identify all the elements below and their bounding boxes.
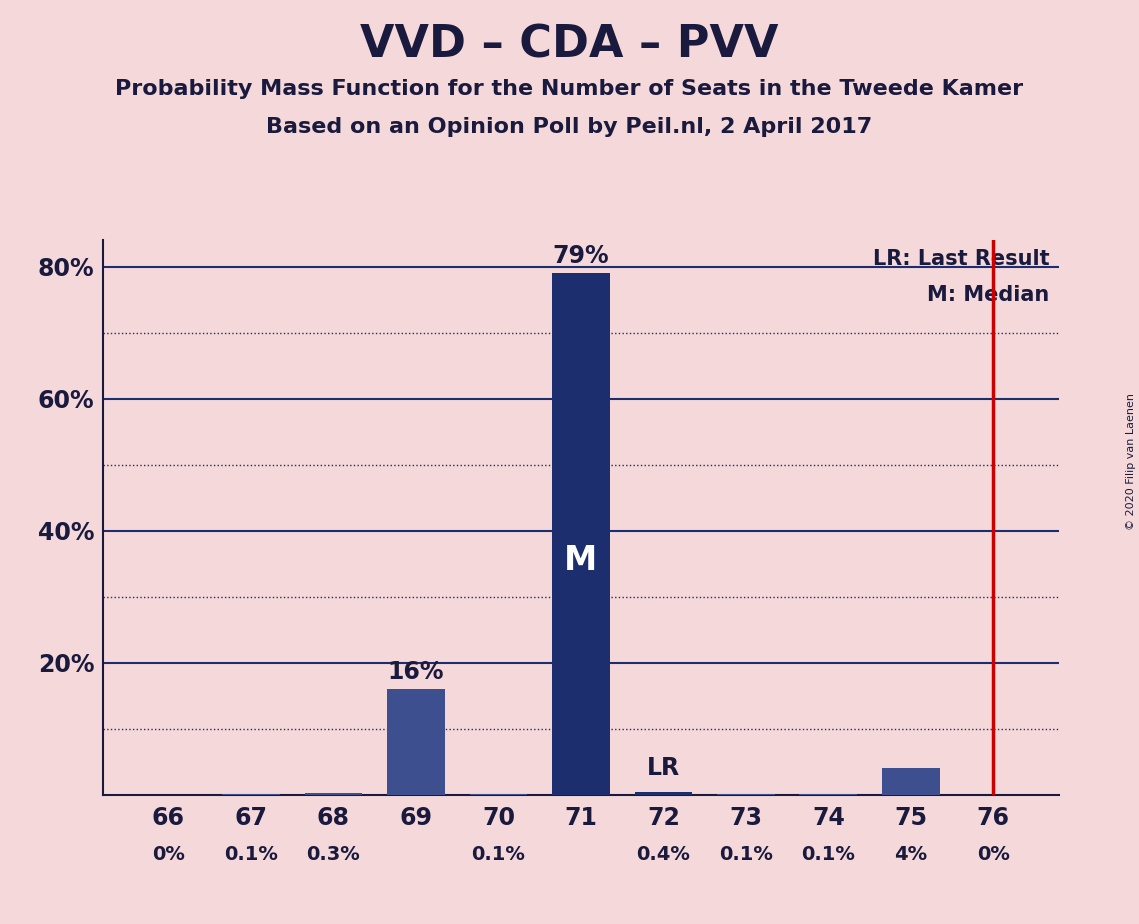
- Text: LR: LR: [647, 756, 680, 780]
- Text: M: Median: M: Median: [927, 285, 1050, 305]
- Text: 0.1%: 0.1%: [802, 845, 855, 865]
- Bar: [882, 768, 940, 795]
- Text: 0.4%: 0.4%: [637, 845, 690, 865]
- Text: M: M: [564, 543, 598, 577]
- Bar: [304, 793, 362, 795]
- Text: Probability Mass Function for the Number of Seats in the Tweede Kamer: Probability Mass Function for the Number…: [115, 79, 1024, 99]
- Text: 0%: 0%: [151, 845, 185, 865]
- Text: 0.1%: 0.1%: [472, 845, 525, 865]
- Text: 0.1%: 0.1%: [719, 845, 772, 865]
- Text: 0.3%: 0.3%: [306, 845, 360, 865]
- Bar: [552, 274, 609, 795]
- Bar: [634, 792, 693, 795]
- Text: 0.1%: 0.1%: [224, 845, 278, 865]
- Bar: [387, 689, 445, 795]
- Text: LR: Last Result: LR: Last Result: [874, 249, 1050, 269]
- Text: 0%: 0%: [977, 845, 1010, 865]
- Text: VVD – CDA – PVV: VVD – CDA – PVV: [360, 23, 779, 67]
- Text: © 2020 Filip van Laenen: © 2020 Filip van Laenen: [1126, 394, 1136, 530]
- Text: 79%: 79%: [552, 244, 609, 268]
- Text: 16%: 16%: [387, 660, 444, 684]
- Text: 4%: 4%: [894, 845, 927, 865]
- Text: Based on an Opinion Poll by Peil.nl, 2 April 2017: Based on an Opinion Poll by Peil.nl, 2 A…: [267, 117, 872, 138]
